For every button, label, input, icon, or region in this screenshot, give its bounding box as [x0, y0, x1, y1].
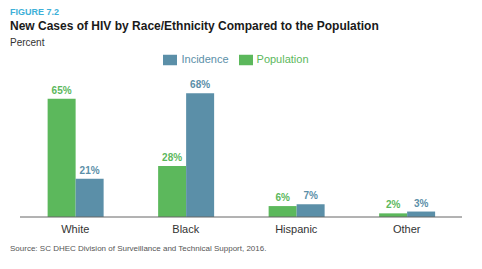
svg-text:White: White [61, 223, 89, 235]
svg-text:21%: 21% [80, 165, 100, 176]
svg-text:7%: 7% [303, 190, 318, 201]
html-text:Population: Population [256, 53, 309, 65]
svg-text:Hispanic: Hispanic [275, 223, 318, 235]
html-text:Percent: Percent [10, 37, 45, 48]
html-text:Incidence: Incidence [181, 53, 229, 65]
svg-text:Black: Black [172, 223, 199, 235]
html-text:Source: SC DHEC Division of Su: Source: SC DHEC Division of Surveillance… [10, 244, 267, 253]
html-text:New Cases of HIV by Race/Ethni: New Cases of HIV by Race/Ethnicity Compa… [10, 19, 379, 33]
svg-text:2%: 2% [386, 199, 401, 210]
html-text:FIGURE 7.2: FIGURE 7.2 [10, 7, 59, 17]
svg-text:Other: Other [393, 223, 421, 235]
svg-text:68%: 68% [190, 79, 210, 90]
svg-text:3%: 3% [414, 198, 429, 209]
svg-text:28%: 28% [162, 152, 182, 163]
svg-text:6%: 6% [275, 192, 290, 203]
svg-text:65%: 65% [52, 85, 72, 96]
